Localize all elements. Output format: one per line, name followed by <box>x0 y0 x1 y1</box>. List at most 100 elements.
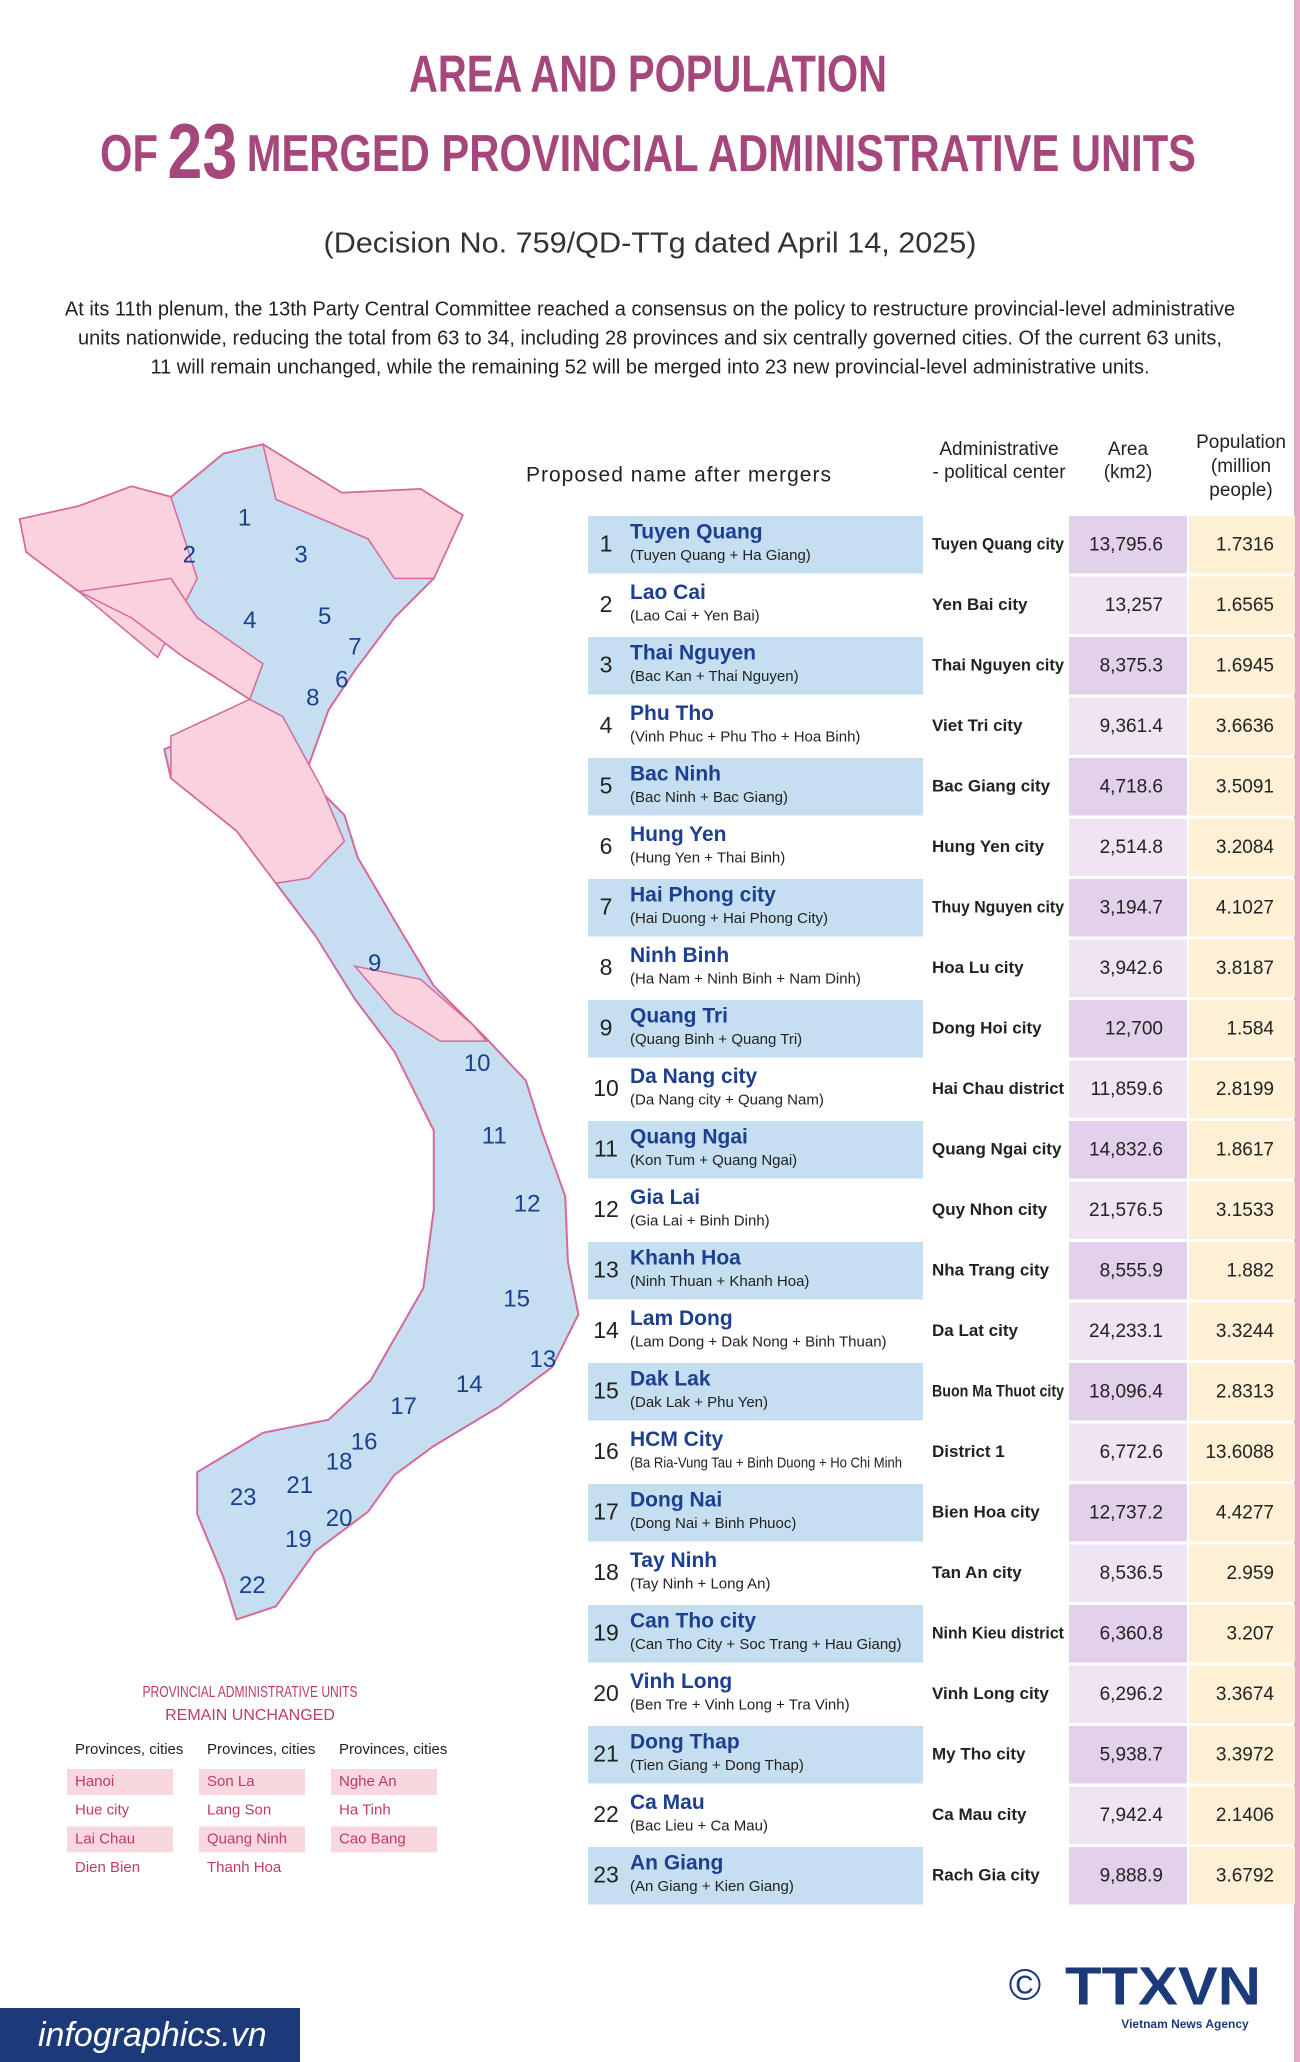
row-name: Lao Cai <box>630 581 706 604</box>
row-area: 9,888.9 <box>1100 1865 1163 1886</box>
row-population: 3.8187 <box>1216 958 1274 979</box>
row-merged: (Hung Yen + Thai Binh) <box>630 849 785 866</box>
row-number: 10 <box>593 1075 619 1101</box>
row-merged: (Lam Dong + Dak Nong + Binh Thuan) <box>630 1333 887 1350</box>
row-number: 20 <box>593 1680 619 1706</box>
row-merged: (Lao Cai + Yen Bai) <box>630 607 760 624</box>
row-number: 18 <box>593 1559 619 1585</box>
intro: At its 11th plenum, the 13th Party Centr… <box>65 298 1235 378</box>
row-merged: (Bac Kan + Thai Nguyen) <box>630 668 799 685</box>
unchanged-title: REMAIN UNCHANGED <box>165 1707 335 1724</box>
row-area: 2,514.8 <box>1100 837 1163 858</box>
area-cell <box>1069 637 1187 695</box>
row-merged: (Dong Nai + Binh Phuoc) <box>630 1515 796 1532</box>
row-center: Tuyen Quang city <box>932 535 1065 554</box>
row-name: Thai Nguyen <box>630 642 756 665</box>
row-population: 3.5091 <box>1216 776 1274 797</box>
area-cell <box>1069 879 1187 937</box>
area-cell <box>1069 939 1187 997</box>
population-cell <box>1189 516 1295 574</box>
row-population: 2.959 <box>1226 1563 1274 1584</box>
map-label: 2 <box>183 541 196 568</box>
map-label: 13 <box>530 1346 557 1373</box>
unchanged-item: Hue city <box>75 1802 130 1819</box>
row-merged: (Ninh Thuan + Khanh Hoa) <box>630 1273 809 1290</box>
row-name: Tuyen Quang <box>630 521 763 544</box>
row-center: Ca Mau city <box>932 1805 1027 1824</box>
population-cell <box>1189 879 1295 937</box>
population-cell <box>1189 1242 1295 1300</box>
map-label: 20 <box>326 1505 353 1532</box>
row-band <box>588 1121 923 1179</box>
intro-line: At its 11th plenum, the 13th Party Centr… <box>65 298 1235 320</box>
row-merged: (Vinh Phuc + Phu Tho + Hoa Binh) <box>630 728 860 745</box>
row-number: 2 <box>600 591 613 617</box>
unchanged-item: Thanh Hoa <box>207 1859 282 1876</box>
row-population: 2.8313 <box>1216 1381 1274 1402</box>
unchanged-item: Quang Ninh <box>207 1830 287 1847</box>
population-cell <box>1189 637 1295 695</box>
header-population: Population <box>1196 432 1286 453</box>
row-area: 5,938.7 <box>1100 1744 1163 1765</box>
row-band <box>588 1484 923 1542</box>
row-name: Hai Phong city <box>630 884 776 907</box>
row-name: Gia Lai <box>630 1186 700 1209</box>
map-region <box>76 577 264 701</box>
row-center: Dong Hoi city <box>932 1019 1042 1038</box>
map-label: 3 <box>294 541 307 568</box>
row-center: Bien Hoa city <box>932 1503 1040 1522</box>
row-population: 1.7316 <box>1216 534 1274 555</box>
row-area: 11,859.6 <box>1090 1079 1163 1100</box>
row-number: 13 <box>593 1256 619 1282</box>
row-name: Quang Ngai <box>630 1126 748 1149</box>
row-merged: (Bac Lieu + Ca Mau) <box>630 1817 768 1834</box>
row-number: 17 <box>593 1498 619 1524</box>
row-population: 1.8617 <box>1216 1139 1274 1160</box>
row-population: 3.1533 <box>1216 1200 1274 1221</box>
map-label: 1 <box>238 505 251 532</box>
row-area: 3,942.6 <box>1100 958 1163 979</box>
unchanged-item: Lai Chau <box>75 1830 135 1847</box>
unchanged-item: Cao Bang <box>339 1830 406 1847</box>
footer-bar <box>0 2008 300 2062</box>
row-number: 22 <box>593 1801 619 1827</box>
population-cell <box>1189 758 1295 816</box>
population-cell <box>1189 1786 1295 1844</box>
row-number: 16 <box>593 1438 619 1464</box>
population-cell <box>1189 697 1295 755</box>
area-cell <box>1069 1726 1187 1784</box>
header-center: - political center <box>932 462 1066 483</box>
row-number: 8 <box>600 954 613 980</box>
row-center: Hai Chau district <box>932 1079 1064 1098</box>
population-cell <box>1189 1665 1295 1723</box>
area-cell <box>1069 1181 1187 1239</box>
footer-site: infographics.vn <box>38 2016 267 2054</box>
row-merged: (Da Nang city + Quang Nam) <box>630 1091 824 1108</box>
row-number: 21 <box>593 1740 619 1766</box>
area-cell <box>1069 697 1187 755</box>
header-area: Area <box>1108 439 1149 460</box>
unchanged-item: Ha Tinh <box>339 1802 391 1819</box>
row-number: 5 <box>600 772 613 798</box>
row-area: 18,096.4 <box>1089 1381 1163 1402</box>
row-name: Bac Ninh <box>630 763 721 786</box>
area-cell <box>1069 1605 1187 1663</box>
row-merged: (Tien Giang + Dong Thap) <box>630 1757 804 1774</box>
map-label: 7 <box>348 633 361 660</box>
row-population: 3.6636 <box>1216 716 1274 737</box>
map-label: 6 <box>335 666 348 693</box>
area-cell <box>1069 1665 1187 1723</box>
row-band <box>588 1363 923 1421</box>
row-center: Quy Nhon city <box>932 1200 1048 1219</box>
area-cell <box>1069 1121 1187 1179</box>
population-cell <box>1189 1363 1295 1421</box>
row-number: 11 <box>594 1135 618 1161</box>
row-center: Bac Giang city <box>932 777 1051 796</box>
map-label: 15 <box>503 1285 530 1312</box>
population-cell <box>1189 1484 1295 1542</box>
row-number: 7 <box>600 893 613 919</box>
population-cell <box>1189 818 1295 876</box>
title-prefix: OF <box>100 125 158 183</box>
row-merged: (Bac Ninh + Bac Giang) <box>630 789 788 806</box>
table: Proposed name after mergers Administrativ… <box>526 432 1295 1905</box>
